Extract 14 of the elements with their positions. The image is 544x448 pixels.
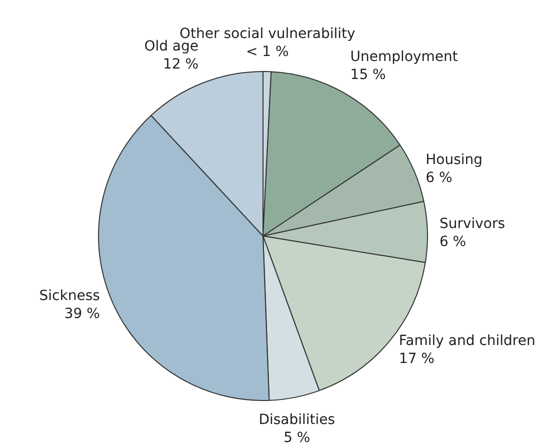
slice-label: Sickness: [39, 288, 100, 304]
data-label: < 1 %: [246, 44, 289, 60]
slice-label: Unemployment: [350, 49, 458, 66]
slice-label: Survivors: [439, 216, 506, 232]
data-label: 5 %: [284, 430, 310, 446]
slice-label: Family and children: [398, 333, 536, 350]
data-label: 17 %: [398, 351, 434, 368]
slice-label: Disabilities: [258, 412, 336, 428]
data-label: 15 %: [350, 67, 386, 84]
data-label: 6 %: [439, 234, 466, 250]
data-label: 39 %: [64, 306, 100, 322]
data-label: 6 %: [426, 170, 452, 186]
data-label: 12 %: [162, 56, 199, 72]
slice-label: Housing: [426, 152, 483, 168]
